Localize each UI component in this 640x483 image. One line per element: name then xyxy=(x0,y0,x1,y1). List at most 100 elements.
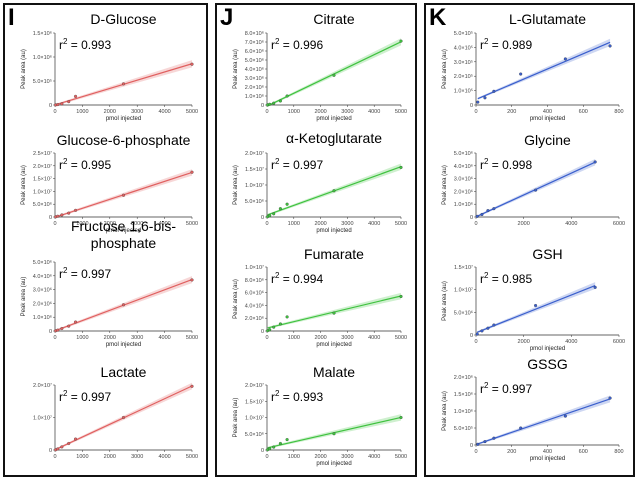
y-tick-label: 1.0×10⁷ xyxy=(245,264,264,271)
x-tick-label: 5000 xyxy=(186,335,198,341)
chart-title: Citrate xyxy=(313,11,354,27)
x-tick-label: 4000 xyxy=(368,335,380,341)
x-tick-label: 0 xyxy=(265,454,268,460)
x-axis-label: pmol injected xyxy=(316,228,351,234)
data-point xyxy=(285,94,289,98)
data-point xyxy=(121,415,126,420)
x-tick-label: 0 xyxy=(265,335,268,341)
y-tick-label: 5.0×10⁶ xyxy=(245,431,264,438)
data-point xyxy=(480,212,484,216)
x-tick-label: 1000 xyxy=(76,454,88,460)
y-tick-label: 2.5×10⁷ xyxy=(33,150,52,157)
y-tick-label: 2.0×10⁶ xyxy=(454,374,473,381)
data-point xyxy=(492,323,496,327)
data-point xyxy=(74,437,78,441)
y-axis-label: Peak area (au) xyxy=(442,281,448,321)
data-point xyxy=(593,285,597,289)
x-axis-label: pmol injected xyxy=(316,342,351,348)
x-tick-label: 1000 xyxy=(288,454,300,460)
y-tick-label: 0 xyxy=(261,329,264,335)
x-tick-label: 0 xyxy=(53,454,56,460)
x-tick-label: 2000 xyxy=(314,221,326,227)
y-tick-label: 0 xyxy=(49,215,52,221)
y-tick-label: 4.0×10⁶ xyxy=(454,163,473,170)
data-point xyxy=(74,208,78,212)
data-point xyxy=(278,207,282,211)
panel-k: K xyxy=(424,3,635,477)
data-point xyxy=(534,303,538,308)
data-point xyxy=(486,209,490,213)
x-tick-label: 3000 xyxy=(131,221,143,227)
x-tick-label: 4000 xyxy=(368,221,380,227)
data-point xyxy=(67,441,71,446)
x-tick-label: 600 xyxy=(579,109,588,115)
data-point xyxy=(285,315,289,319)
data-point xyxy=(60,213,64,217)
panel-letter-k: K xyxy=(429,4,447,31)
data-point xyxy=(190,170,194,174)
data-point xyxy=(332,432,336,436)
data-point xyxy=(60,326,64,331)
y-tick-label: 1.0×10⁶ xyxy=(245,93,264,100)
data-point xyxy=(563,414,567,418)
y-tick-label: 1.5×10⁶ xyxy=(33,30,52,37)
data-point xyxy=(534,188,538,192)
data-point xyxy=(268,214,272,218)
y-axis-label: Peak area (au) xyxy=(21,165,27,205)
x-tick-label: 5000 xyxy=(395,221,407,227)
x-tick-label: 5000 xyxy=(395,454,407,460)
chart-title-line2: phosphate xyxy=(91,235,157,251)
x-tick-label: 0 xyxy=(474,339,477,345)
x-tick-label: 3000 xyxy=(341,221,353,227)
y-tick-label: 5.0×10⁶ xyxy=(33,201,52,208)
y-tick-label: 5.0×10⁵ xyxy=(454,425,473,432)
data-point xyxy=(56,214,60,218)
data-point xyxy=(121,303,126,307)
y-tick-label: 2.0×10⁵ xyxy=(454,73,473,80)
chart-l-glutamate: L-Glutamate 0 200 400 600 800 0 1.0×10⁵ 2.0×10⁵ 3… xyxy=(442,11,624,122)
chart-citrate: Citrate 0 1000 2000 3000 4000 5000 0 1.0×10⁶ 2.0×… xyxy=(233,11,407,122)
r-squared-label: r2 = 0.997 xyxy=(271,157,323,172)
r-squared-label: r2 = 0.995 xyxy=(59,157,111,172)
x-tick-label: 2000 xyxy=(104,335,116,341)
data-point xyxy=(56,447,60,451)
chart-lactate: Lactate 0 1000 2000 3000 4000 5000 0 1.0×10⁷ 2.0×… xyxy=(33,364,198,460)
x-tick-label: 0 xyxy=(53,221,56,227)
y-tick-label: 4.0×10⁶ xyxy=(245,302,264,309)
data-point xyxy=(492,89,496,93)
y-tick-label: 1.0×10⁷ xyxy=(33,188,52,195)
data-point xyxy=(278,99,282,103)
y-tick-label: 1.0×10⁷ xyxy=(245,415,264,422)
x-tick-label: 6000 xyxy=(613,339,625,345)
y-tick-label: 1.0×10⁷ xyxy=(33,415,52,422)
y-tick-label: 5.0×10⁶ xyxy=(245,198,264,205)
r-squared-label: r2 = 0.997 xyxy=(59,389,111,404)
y-tick-label: 0 xyxy=(261,215,264,221)
data-point xyxy=(190,278,194,282)
x-tick-label: 400 xyxy=(543,449,552,455)
y-tick-label: 8.0×10⁶ xyxy=(245,277,264,284)
x-tick-label: 4000 xyxy=(368,454,380,460)
data-point xyxy=(190,384,194,388)
y-tick-label: 0 xyxy=(470,215,473,221)
x-tick-label: 4000 xyxy=(565,221,577,227)
x-tick-label: 600 xyxy=(579,449,588,455)
y-tick-label: 5.0×10⁶ xyxy=(454,309,473,316)
y-tick-label: 2.0×10⁷ xyxy=(245,382,264,389)
data-point xyxy=(475,332,479,336)
x-tick-label: 1000 xyxy=(76,221,88,227)
data-point xyxy=(486,326,490,330)
data-point xyxy=(399,415,403,420)
r-squared-label: r2 = 0.989 xyxy=(480,37,532,52)
x-tick-label: 3000 xyxy=(131,454,143,460)
y-tick-label: 1.5×10⁷ xyxy=(454,264,473,271)
y-tick-label: 3.0×10⁶ xyxy=(33,287,52,294)
y-tick-label: 3.0×10⁵ xyxy=(454,59,473,66)
y-tick-label: 7.0×10⁶ xyxy=(245,39,264,46)
data-point xyxy=(121,82,126,86)
x-axis-label: pmol injected xyxy=(316,461,351,467)
x-axis-label: pmol injected xyxy=(530,116,565,122)
y-tick-label: 2.0×10⁶ xyxy=(245,315,264,322)
x-tick-label: 1000 xyxy=(288,335,300,341)
x-tick-label: 800 xyxy=(614,449,623,455)
